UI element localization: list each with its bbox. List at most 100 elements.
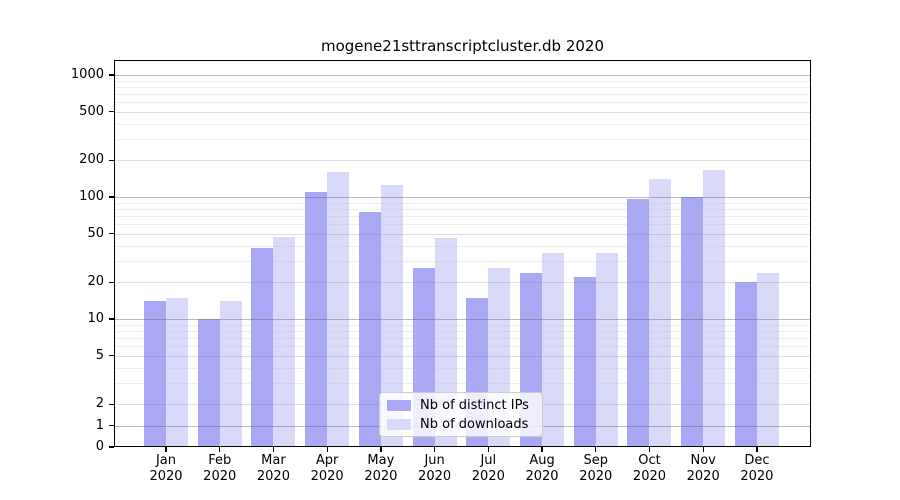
gridline-100 bbox=[114, 197, 811, 198]
legend-row-distinct-ips: Nb of distinct IPs bbox=[387, 397, 534, 413]
bar-distinct-ips-feb bbox=[197, 319, 220, 447]
legend: Nb of distinct IPs Nb of downloads bbox=[379, 392, 543, 437]
gridline-10 bbox=[114, 319, 811, 320]
gridline-300 bbox=[114, 138, 811, 140]
legend-label-distinct-ips: Nb of distinct IPs bbox=[420, 397, 529, 413]
x-tick-month-feb: Feb bbox=[208, 453, 232, 468]
y-tick-label-1000: 1000 bbox=[70, 67, 104, 82]
gridline-20 bbox=[114, 282, 811, 284]
x-tick-oct bbox=[648, 447, 651, 452]
gridline-500 bbox=[114, 111, 811, 113]
x-tick-month-aug: Aug bbox=[529, 453, 555, 468]
gridline-7 bbox=[114, 337, 811, 339]
bar-distinct-ips-dec bbox=[734, 282, 757, 447]
gridline-900 bbox=[114, 80, 811, 82]
y-tick-10 bbox=[109, 318, 114, 320]
y-tick-label-1: 1 bbox=[95, 417, 104, 433]
x-tick-year-apr: 2020 bbox=[310, 468, 344, 484]
gridline-30 bbox=[114, 260, 811, 262]
x-tick-month-jul: Jul bbox=[480, 453, 497, 468]
x-tick-label-apr: Apr 2020 bbox=[295, 453, 359, 484]
x-tick-label-sep: Sep 2020 bbox=[564, 453, 628, 484]
x-tick-year-aug: 2020 bbox=[525, 468, 559, 484]
y-tick-2 bbox=[109, 403, 114, 405]
legend-swatch-distinct-ips bbox=[387, 399, 411, 411]
legend-label-downloads: Nb of downloads bbox=[420, 416, 529, 432]
bar-distinct-ips-jan bbox=[144, 301, 166, 447]
x-tick-month-dec: Dec bbox=[744, 453, 770, 468]
gridline-1000 bbox=[114, 75, 811, 76]
x-tick-year-sep: 2020 bbox=[579, 468, 613, 484]
gridline-8 bbox=[114, 330, 811, 332]
y-tick-500 bbox=[109, 111, 114, 113]
x-tick-year-feb: 2020 bbox=[203, 468, 237, 484]
x-tick-label-dec: Dec 2020 bbox=[725, 453, 789, 484]
gridline-80 bbox=[114, 208, 811, 210]
bar-downloads-aug bbox=[542, 252, 565, 447]
x-tick-month-sep: Sep bbox=[583, 453, 608, 468]
x-tick-year-dec: 2020 bbox=[740, 468, 774, 484]
x-tick-label-oct: Oct 2020 bbox=[617, 453, 681, 484]
y-tick-20 bbox=[109, 281, 114, 283]
y-tick-0 bbox=[109, 446, 114, 448]
x-tick-mar bbox=[272, 447, 275, 452]
x-tick-year-jun: 2020 bbox=[418, 468, 452, 484]
gridline-40 bbox=[114, 245, 811, 247]
x-tick-dec bbox=[756, 447, 758, 452]
gridline-700 bbox=[114, 93, 811, 95]
x-tick-feb bbox=[219, 447, 221, 452]
y-tick-label-0: 0 bbox=[95, 439, 104, 454]
x-tick-jan bbox=[165, 447, 167, 452]
x-tick-year-oct: 2020 bbox=[632, 468, 667, 484]
bar-downloads-jan bbox=[166, 297, 188, 447]
x-tick-label-jul: Jul 2020 bbox=[456, 453, 520, 484]
x-tick-month-may: May bbox=[367, 453, 395, 468]
x-tick-year-may: 2020 bbox=[364, 468, 398, 484]
y-tick-label-500: 500 bbox=[79, 103, 104, 119]
y-tick-1 bbox=[109, 424, 114, 427]
x-tick-label-feb: Feb 2020 bbox=[188, 453, 252, 484]
x-tick-year-mar: 2020 bbox=[256, 468, 290, 484]
x-tick-month-oct: Oct bbox=[638, 453, 661, 468]
gridline-400 bbox=[114, 123, 811, 125]
x-tick-label-nov: Nov 2020 bbox=[671, 453, 735, 484]
gridline-9 bbox=[114, 324, 811, 326]
gridline-50 bbox=[114, 233, 811, 235]
y-tick-200 bbox=[109, 159, 114, 161]
x-tick-year-jan: 2020 bbox=[149, 468, 183, 484]
y-tick-50 bbox=[109, 233, 114, 235]
x-tick-month-nov: Nov bbox=[690, 453, 716, 468]
x-tick-label-aug: Aug 2020 bbox=[510, 453, 574, 484]
bar-downloads-may bbox=[380, 185, 403, 447]
x-tick-year-jul: 2020 bbox=[471, 468, 505, 484]
x-tick-year-nov: 2020 bbox=[686, 468, 720, 484]
bar-downloads-feb bbox=[219, 301, 242, 447]
x-tick-jun bbox=[433, 447, 436, 452]
x-tick-label-jan: Jan 2020 bbox=[134, 453, 198, 484]
bar-distinct-ips-oct bbox=[627, 198, 650, 447]
bar-distinct-ips-nov bbox=[681, 197, 704, 447]
y-tick-1000 bbox=[109, 74, 114, 76]
y-tick-label-100: 100 bbox=[79, 189, 104, 204]
y-tick-100 bbox=[109, 196, 114, 198]
gridline-70 bbox=[114, 215, 811, 217]
bar-downloads-oct bbox=[649, 179, 672, 447]
gridline-60 bbox=[114, 224, 811, 226]
x-tick-jul bbox=[487, 447, 489, 452]
x-tick-month-apr: Apr bbox=[315, 453, 339, 468]
bar-downloads-apr bbox=[327, 172, 350, 447]
y-tick-label-50: 50 bbox=[87, 225, 104, 241]
bar-downloads-dec bbox=[756, 272, 779, 447]
bar-distinct-ips-may bbox=[358, 212, 381, 447]
y-tick-label-10: 10 bbox=[87, 311, 104, 326]
x-tick-may bbox=[380, 447, 382, 452]
chart-title: mogene21sttranscriptcluster.db 2020 bbox=[321, 37, 604, 55]
bar-distinct-ips-apr bbox=[305, 191, 328, 447]
y-tick-label-2: 2 bbox=[95, 396, 104, 412]
x-tick-month-jun: Jun bbox=[424, 453, 445, 468]
bar-downloads-nov bbox=[703, 170, 726, 447]
bar-downloads-mar bbox=[273, 237, 296, 447]
bar-distinct-ips-sep bbox=[573, 277, 596, 447]
y-tick-label-20: 20 bbox=[87, 274, 104, 290]
